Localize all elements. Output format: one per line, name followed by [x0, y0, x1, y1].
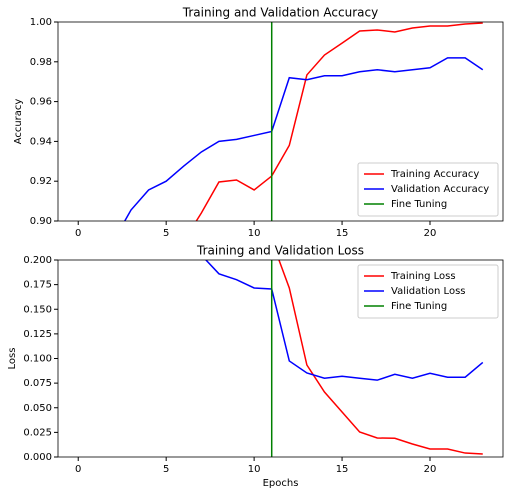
x-tick-label: 15: [336, 228, 349, 239]
y-tick-label: 0.94: [30, 136, 52, 147]
y-tick-label: 0.075: [23, 378, 52, 389]
y-tick-label: 0.000: [23, 452, 52, 463]
y-tick-label: 0.96: [30, 97, 52, 108]
y-tick-label: 0.025: [23, 427, 52, 438]
legend-box: [357, 162, 499, 217]
legend: Training Accuracy Validation Accuracy Fine…: [357, 162, 499, 217]
x-tick-label: 5: [163, 228, 169, 239]
series-line: [123, 57, 484, 221]
legend-label: Training Loss: [390, 271, 456, 282]
x-axis-label: Epochs: [263, 478, 299, 489]
x-tick-label: 10: [248, 228, 261, 239]
y-tick-label: 0.125: [23, 329, 52, 340]
x-tick-label: 5: [163, 464, 169, 475]
y-tick-label: 0.150: [23, 304, 52, 315]
axes-frame: [57, 259, 504, 458]
y-tick-label: 0.050: [23, 403, 52, 414]
legend-label: Fine Tuning: [391, 199, 447, 210]
legend-label: Validation Accuracy: [391, 184, 489, 195]
legend-label: Fine Tuning: [391, 301, 447, 312]
y-tick-label: 0.92: [30, 176, 52, 187]
x-tick-label: 20: [424, 228, 437, 239]
y-tick-label: 0.200: [23, 255, 52, 266]
y-axis-label: Loss: [7, 348, 18, 370]
series-line: [204, 260, 484, 381]
x-tick-label: 0: [75, 228, 81, 239]
chart-title: Training and Validation Accuracy: [182, 6, 378, 20]
plot-area: [204, 260, 484, 457]
series-line: [278, 260, 483, 455]
x-tick-label: 0: [75, 464, 81, 475]
y-tick-label: 1.00: [30, 17, 52, 28]
y-tick-label: 0.98: [30, 57, 52, 68]
x-tick-label: 15: [336, 464, 349, 475]
chart-title: Training and Validation Loss: [196, 244, 364, 258]
y-axis-label: Accuracy: [13, 99, 24, 145]
x-tick-label: 10: [248, 464, 261, 475]
legend-label: Training Accuracy: [390, 169, 479, 180]
x-tick-label: 20: [424, 464, 437, 475]
legend-box: [357, 264, 499, 319]
plot-area: [123, 22, 484, 221]
series-line: [195, 22, 483, 221]
legend-label: Validation Loss: [391, 286, 466, 297]
y-tick-label: 0.100: [23, 354, 52, 365]
axes-frame: [57, 21, 504, 222]
y-tick-label: 0.90: [30, 216, 52, 227]
legend: Training Loss Validation Loss Fine Tuning: [357, 264, 499, 319]
y-tick-label: 0.175: [23, 280, 52, 291]
